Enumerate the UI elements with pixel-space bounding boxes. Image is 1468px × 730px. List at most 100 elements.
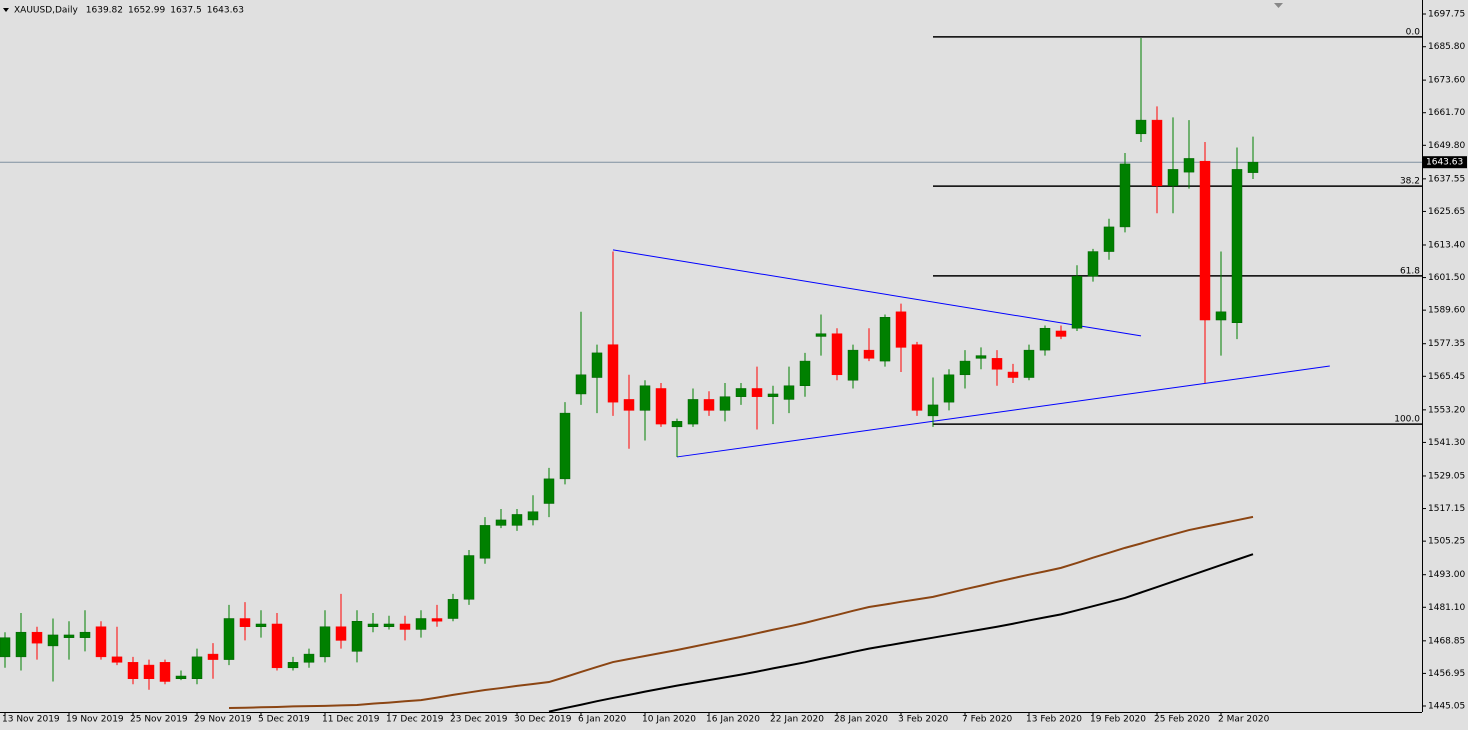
x-tick-label: 22 Jan 2020: [770, 715, 824, 725]
candle-body: [1071, 275, 1083, 329]
candle-body: [1151, 119, 1163, 187]
candle-body: [1183, 158, 1195, 173]
candle-body: [223, 618, 235, 660]
y-tick-label: 1553.20: [1428, 405, 1465, 415]
shift-marker: [1274, 3, 1283, 8]
candle-body: [799, 360, 811, 386]
candle-body: [751, 388, 763, 397]
y-tick-label: 1541.30: [1428, 438, 1465, 448]
chart-symbol: XAUUSD,Daily: [14, 6, 78, 16]
candle-body: [927, 404, 939, 417]
y-tick-label: 1517.15: [1428, 504, 1465, 514]
candle-body: [783, 385, 795, 400]
candle-body: [1199, 160, 1211, 321]
y-tick-label: 1468.85: [1428, 636, 1465, 646]
candle-body: [447, 599, 459, 619]
y-tick-label: 1625.65: [1428, 207, 1465, 217]
candle-body: [703, 399, 715, 411]
candle-body: [79, 631, 91, 638]
current-price-label: 1643.63: [1426, 158, 1463, 168]
y-tick-label: 1613.40: [1428, 240, 1465, 250]
candle-body: [1247, 161, 1259, 173]
candle-body: [239, 618, 251, 627]
candle-body: [719, 396, 731, 411]
y-tick-label: 1637.55: [1428, 174, 1465, 184]
candle-body: [31, 631, 43, 644]
x-tick-label: 29 Nov 2019: [194, 715, 252, 725]
x-tick-label: 6 Jan 2020: [578, 715, 626, 725]
x-tick-label: 11 Dec 2019: [322, 715, 380, 725]
candle-body: [575, 374, 587, 395]
candle-body: [895, 311, 907, 348]
candle-body: [111, 656, 123, 663]
candle-body: [335, 626, 347, 641]
y-tick-label: 1661.70: [1428, 108, 1465, 118]
candle-body: [1119, 163, 1131, 228]
x-tick-label: 25 Feb 2020: [1154, 715, 1210, 725]
candle-body: [1215, 311, 1227, 321]
candle-body: [95, 626, 107, 658]
candle-body: [639, 385, 651, 411]
candle-body: [1103, 226, 1115, 252]
x-tick-label: 7 Feb 2020: [962, 715, 1013, 725]
candle-body: [1135, 119, 1147, 135]
y-tick-label: 1565.45: [1428, 372, 1465, 382]
y-tick-label: 1577.35: [1428, 339, 1465, 349]
x-tick-label: 25 Nov 2019: [130, 715, 188, 725]
candle-body: [735, 388, 747, 397]
candle-body: [383, 623, 395, 627]
header-open: 1639.82: [86, 6, 123, 16]
x-tick-label: 16 Jan 2020: [706, 715, 760, 725]
header-high: 1652.99: [128, 6, 165, 16]
candle-body: [815, 333, 827, 337]
candle-body: [191, 656, 203, 680]
fib-level-label: 100.0: [1394, 415, 1420, 425]
candle-body: [623, 399, 635, 411]
candle-body: [0, 637, 11, 658]
y-tick-label: 1589.60: [1428, 306, 1465, 316]
x-tick-label: 13 Nov 2019: [2, 715, 60, 725]
header-low: 1637.5: [170, 6, 202, 16]
candle-body: [831, 333, 843, 376]
x-tick-label: 10 Jan 2020: [642, 715, 696, 725]
candle-body: [175, 675, 187, 680]
fib-level-label: 0.0: [1406, 27, 1421, 37]
y-tick-label: 1685.80: [1428, 42, 1465, 52]
candle-body: [303, 653, 315, 663]
candle-body: [127, 662, 139, 680]
candle-body: [655, 388, 667, 425]
candle-body: [15, 631, 27, 658]
y-tick-label: 1481.10: [1428, 603, 1465, 613]
y-tick-label: 1673.60: [1428, 76, 1465, 86]
moving-average: [228, 515, 1254, 710]
candle-body: [1167, 169, 1179, 187]
symbol-menu-icon[interactable]: [3, 8, 9, 12]
candle-body: [415, 618, 427, 630]
candle-body: [479, 525, 491, 559]
candle-body: [319, 626, 331, 658]
y-tick-label: 1697.75: [1428, 9, 1465, 19]
candle-body: [1023, 349, 1035, 378]
y-tick-label: 1445.05: [1428, 702, 1465, 712]
current-price-box: [1423, 156, 1467, 169]
candle-body: [143, 664, 155, 680]
candle-body: [687, 399, 699, 425]
x-tick-label: 28 Jan 2020: [834, 715, 888, 725]
x-tick-label: 19 Feb 2020: [1090, 715, 1146, 725]
candle-body: [847, 349, 859, 381]
candle-body: [1087, 251, 1099, 277]
header-close: 1643.63: [207, 6, 244, 16]
candle-body: [527, 511, 539, 521]
x-tick-label: 3 Feb 2020: [898, 715, 949, 725]
candle-body: [1007, 371, 1019, 378]
candle-body: [543, 478, 555, 504]
candle-body: [559, 412, 571, 480]
candle-body: [671, 421, 683, 428]
trendline: [612, 249, 1142, 337]
moving-average: [548, 553, 1254, 713]
candle-body: [607, 344, 619, 403]
y-tick-label: 1601.50: [1428, 273, 1465, 283]
candle-body: [767, 393, 779, 397]
fib-level-label: 61.8: [1400, 266, 1420, 276]
